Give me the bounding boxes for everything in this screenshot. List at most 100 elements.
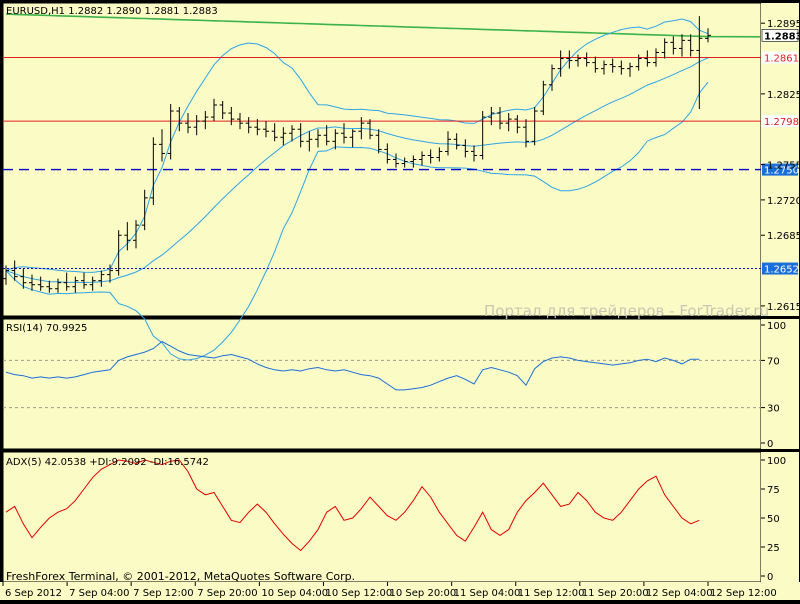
candle [479,111,486,160]
rsi-indicator-label: RSI(14) 70.9925 [6,323,87,334]
candle [55,278,61,293]
candle [436,147,443,162]
rsi-axis [761,319,799,449]
candle [63,272,70,291]
candle [219,100,226,120]
level-badge-1.2750 [762,163,798,176]
rsi-pane[interactable] [2,318,762,450]
candle [263,121,269,138]
candle [237,113,243,130]
time-tick-label: 10 Sep 20:00 [390,588,457,599]
level-label-1.2861: 1.2861 [764,54,799,65]
time-tick-label: 10 Sep 12:00 [325,588,392,599]
candle [185,113,191,134]
candle [341,123,347,144]
candle [514,115,521,134]
candle [627,62,633,77]
candle [384,143,391,164]
candle [419,151,425,166]
candle [29,274,35,291]
level-label-1.2750: 1.2750 [764,166,799,177]
level-badge-1.2652 [762,262,798,275]
candle [323,125,330,146]
candle [107,264,113,283]
adx-tick-label: 25 [767,543,780,554]
candle [557,50,564,77]
candle [601,60,607,75]
candle [393,153,399,168]
rsi-tick-label: 0 [767,439,773,450]
candle [549,64,555,91]
band-upper-line [5,18,709,273]
price-tick-label: 1.2615 [767,302,800,313]
candle [505,113,512,132]
candle [133,220,139,249]
band-lower-line [5,81,709,361]
level-badge-1.2861 [762,51,798,64]
time-tick-label: 10 Sep 04:00 [261,588,328,599]
time-tick-label: 11 Sep 04:00 [454,588,521,599]
candle [705,28,711,43]
price-tick-label: 1.2685 [767,231,800,242]
price-pane[interactable] [2,2,762,317]
candle [211,98,217,122]
candle [462,139,469,158]
candle [358,117,365,140]
price-tick-label: 1.2895 [767,19,800,30]
price-tick-label: 1.2825 [767,90,800,101]
candle [72,276,79,293]
candle [523,119,529,148]
time-tick-label: 7 Sep 04:00 [69,588,129,599]
candle [592,56,599,73]
candle [193,115,200,136]
candle [254,119,261,136]
adx-tick-label: 0 [767,572,773,583]
candle [531,106,538,146]
candle [115,230,122,276]
candle [124,222,131,251]
moving-average-line [5,13,761,38]
rsi-tick-label: 70 [767,356,780,367]
candle [202,111,209,130]
axis-labels-layer: 1.2861 1.2798 1.2750 1.2652 1.2895 1.2825 1.27… [2,19,800,599]
adx-axis [761,452,799,582]
level-label-1.2652: 1.2652 [764,265,799,276]
candle [81,272,87,289]
candle [575,54,581,67]
time-tick-label: 11 Sep 12:00 [518,588,585,599]
candle [98,270,105,287]
time-tick-label: 6 Sep 2012 [5,588,62,599]
candle [471,145,477,162]
candle [497,106,503,130]
candle [540,80,547,116]
candle [159,129,165,162]
candle [306,131,313,152]
candle [367,119,373,140]
candle [3,265,9,285]
candle [89,276,96,291]
time-tick-label: 7 Sep 12:00 [133,588,193,599]
candle [150,137,157,205]
candle [687,34,694,57]
level-badge-1.2798 [762,115,798,128]
candle [670,36,677,55]
time-tick-label: 7 Sep 20:00 [197,588,257,599]
adx-pane[interactable] [2,451,762,583]
price-tick-label: 1.2755 [767,161,800,172]
rsi-plot-layer [3,340,761,409]
candle [696,16,703,110]
adx-tick-label: 50 [767,514,780,525]
band-middle-line [5,57,709,284]
current-price-label: 1.2883 [764,31,800,42]
rsi-tick-label: 100 [767,321,786,332]
rsi-line [5,340,700,391]
candle [228,106,235,126]
candle [20,268,27,289]
adx-indicator-label: ADX(5) 42.0538 +DI:9.2092 -DI:16.5742 [6,457,209,468]
candle [141,189,148,231]
candle [245,117,252,134]
candle [661,38,668,59]
candle [332,129,339,150]
